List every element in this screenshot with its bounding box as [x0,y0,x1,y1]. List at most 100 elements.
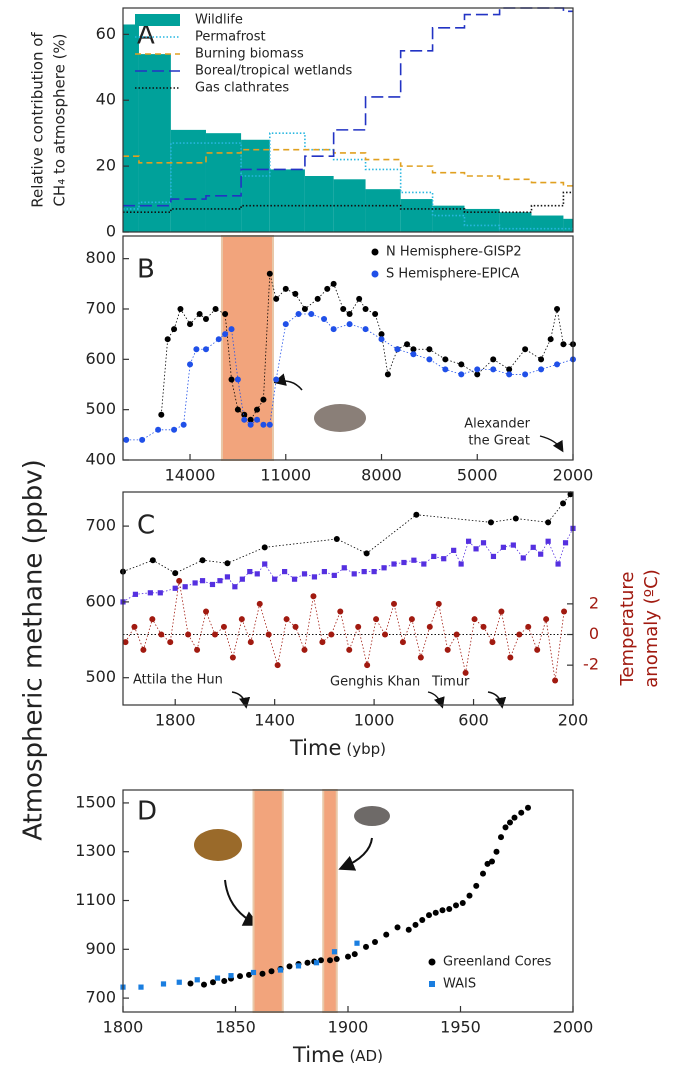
point [394,924,401,931]
point [123,436,130,443]
point [149,557,156,564]
x-tick-label: 14000 [165,466,216,485]
legend-label: Boreal/tropical wetlands [195,64,353,79]
point [237,973,243,980]
point [256,600,263,607]
point [426,912,432,919]
panel-letter: C [137,511,155,541]
point [391,561,397,567]
point [552,677,559,684]
point [196,311,203,318]
step-bar [464,208,500,232]
point [171,426,178,433]
point [313,960,320,966]
plot-frame [122,7,574,233]
point [157,590,163,596]
series-line [122,528,574,603]
panel: 0 20 40 60 A Relative contribution of CH₄ to a… [29,7,574,241]
point [364,662,371,669]
point [554,305,561,312]
legend-label: Wildlife [195,13,243,28]
legend-swatch [135,14,180,26]
point [378,331,385,338]
x-tick-label: 1800 [103,1018,144,1037]
point [215,336,222,343]
point [466,892,473,899]
point [318,957,324,964]
x-tick-label: 600 [458,711,489,730]
y2-axis-label: anomaly (ºC) [641,569,662,688]
step-bar [170,129,206,232]
arrow [231,691,251,709]
point [346,646,353,653]
point [489,639,496,646]
legend-label: Burning biomass [195,47,304,62]
y-tick-label: 60 [96,24,116,43]
legend-label: Gas clathrates [195,81,289,96]
x-tick-label: 2000 [553,466,594,485]
point [228,376,235,383]
point [254,416,261,423]
x-tick-label: 11000 [260,466,311,485]
point [355,623,362,630]
point [442,356,449,363]
panel: 400 500 600 700 800 14000 11000 8000 5000 2000 B Al… [85,235,594,485]
annotation: the Great [468,434,530,449]
x-tick-label: 8000 [361,466,402,485]
point [362,326,369,333]
x-axis-label: Time (AD) [292,1043,383,1067]
point [158,631,165,638]
y-tick-label: 0 [106,222,116,241]
point [361,568,367,575]
y-tick-label: 1500 [75,792,116,811]
point [149,616,156,623]
y2-tick-label: 2 [589,593,599,612]
x-axis-label-main: Time [289,736,341,760]
point [417,654,424,661]
point [282,568,288,575]
point [282,285,289,292]
point [362,305,369,312]
point [490,366,497,373]
point [238,616,245,623]
bison-icon [194,829,242,861]
point [310,593,317,600]
point [480,540,487,546]
point [193,346,200,353]
step-bar [269,169,305,232]
point [201,981,207,988]
point [520,555,526,561]
point [410,346,417,353]
y-tick-label: 600 [85,591,116,610]
point [138,984,144,990]
y-tick-label: 700 [85,298,116,317]
y-tick-label: 700 [85,516,116,535]
step-bar [499,212,532,232]
point [187,361,194,368]
point [139,436,146,443]
point [232,584,238,590]
point [321,316,328,323]
point [131,623,138,630]
x-tick-label: 1000 [354,711,395,730]
point [273,376,280,383]
point [286,963,293,970]
series-line [122,494,571,574]
point [473,546,479,552]
point [522,371,529,378]
step-bar [365,189,401,232]
point [261,544,268,551]
point [346,321,353,328]
point [562,540,569,546]
point [516,631,523,638]
point [435,600,442,607]
point [265,631,272,638]
point [246,971,252,978]
y-axis-label: CH₄ to atmosphere (%) [51,33,69,206]
legend-swatch [371,270,379,278]
point [458,561,464,567]
point [439,907,446,914]
arrow [224,879,260,926]
point [493,848,500,855]
legend-label: WAIS [443,977,476,992]
